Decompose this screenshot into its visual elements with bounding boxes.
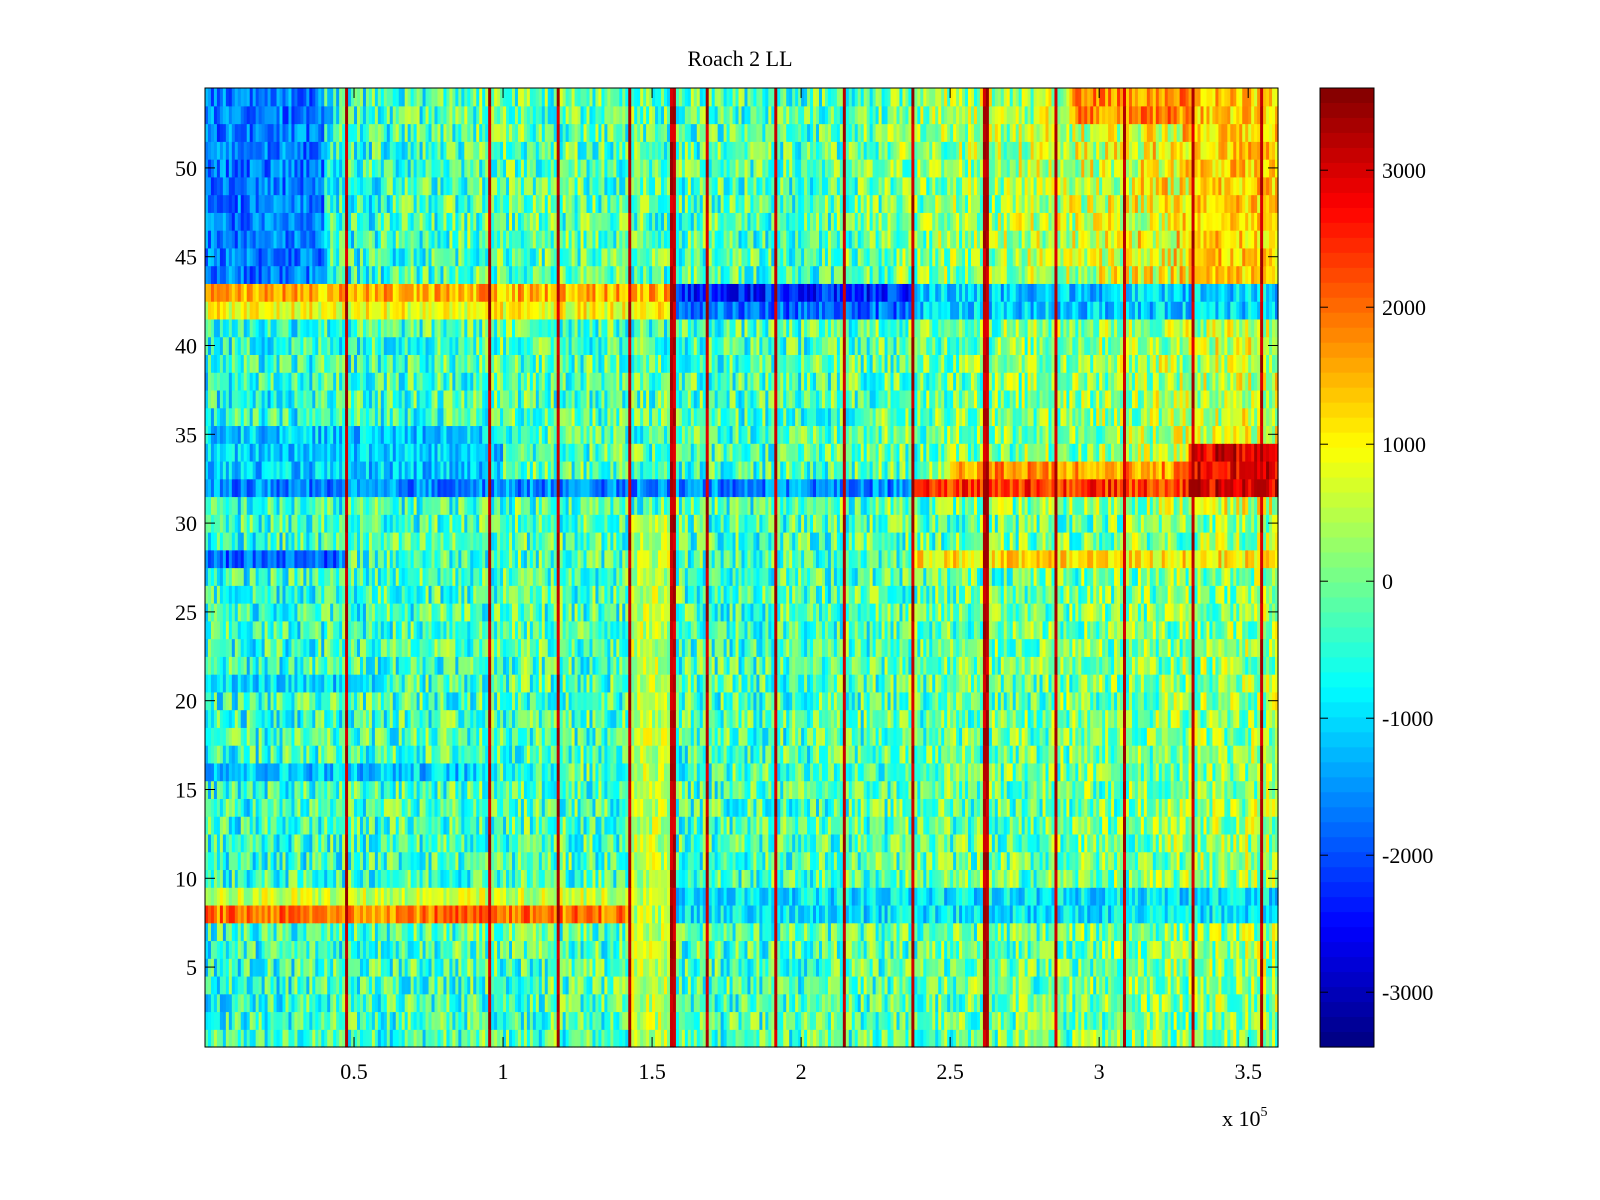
heatmap-cells	[205, 88, 1279, 1048]
chart-title: Roach 2 LL	[687, 46, 792, 71]
heatmap-figure: Roach 2 LL 0.5 1 1.5 2 2.5 3 3.5 5101520253035…	[0, 0, 1600, 1200]
